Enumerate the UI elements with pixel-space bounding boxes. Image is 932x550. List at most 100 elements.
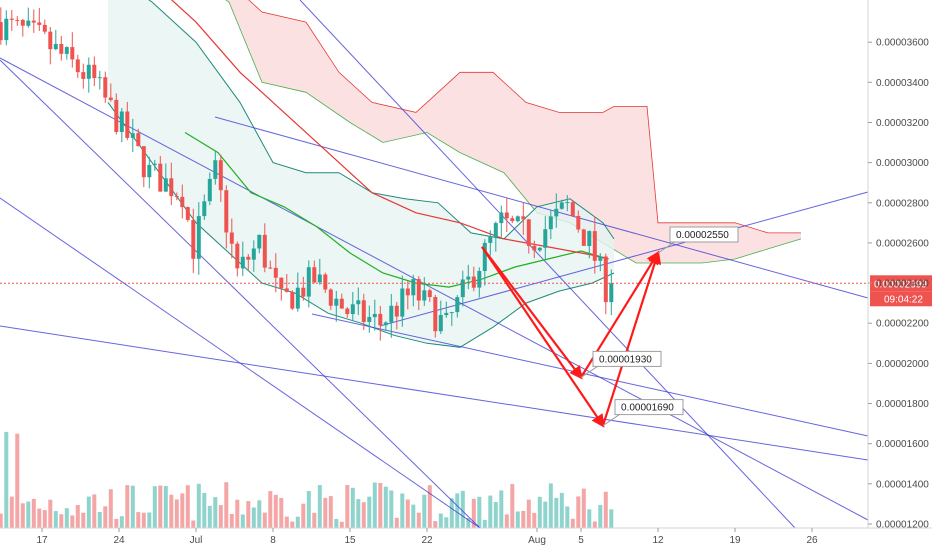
volume-bar — [257, 500, 262, 528]
candle-body — [108, 97, 113, 100]
time-tick-label: 19 — [729, 535, 741, 546]
candle-body — [361, 300, 366, 322]
volume-bar — [26, 501, 31, 528]
candle-body — [521, 216, 526, 220]
callout-label: 0.00001930 — [599, 354, 652, 365]
volume-bar — [515, 511, 520, 528]
candle-body — [389, 305, 394, 323]
volume-bar — [339, 521, 344, 528]
price-tick-label: 0.00002800 — [876, 198, 929, 209]
sma-red — [170, 0, 609, 260]
volume-bar — [466, 518, 471, 528]
candle-body — [81, 72, 86, 79]
candle-body — [466, 276, 471, 280]
candle-body — [191, 219, 196, 259]
candle-body — [163, 178, 168, 192]
price-tick-label: 0.00003000 — [876, 158, 929, 169]
volume-bar — [576, 496, 581, 528]
volume-bar — [20, 503, 25, 528]
volume-bar — [4, 431, 9, 528]
trendline — [379, 191, 869, 327]
volume-bar — [202, 492, 207, 528]
candle-body — [218, 160, 223, 191]
volume-bar — [163, 486, 168, 528]
volume-bar — [609, 509, 614, 528]
volume-bar — [323, 497, 328, 528]
candle-body — [15, 19, 20, 21]
volume-bar — [64, 508, 69, 528]
time-axis[interactable]: 17 24 Jul 8 15 22 Aug 5 12 19 26 — [0, 527, 932, 546]
volume-bar — [97, 512, 102, 528]
volume-bar — [53, 511, 58, 528]
price-tick-label: 0.00002400 — [876, 279, 929, 290]
volume-bar — [548, 483, 553, 528]
volume-bar — [532, 512, 537, 528]
price-tick-label: 0.00003200 — [876, 118, 929, 129]
volume-bar — [389, 490, 394, 528]
volume-bar — [301, 503, 306, 528]
volume-bar — [70, 515, 75, 528]
candle-body — [213, 160, 218, 179]
candle-body — [141, 146, 146, 178]
candle-body — [537, 247, 542, 251]
candle-body — [548, 216, 553, 230]
current-price-label: 0.00002399 — [874, 279, 927, 290]
ichimoku-cloud — [225, 0, 802, 264]
volume-bar — [42, 510, 47, 528]
candle-body — [323, 274, 328, 290]
volume-bars — [0, 431, 614, 528]
price-axis[interactable]: 0.00001200 0.00001400 0.00001600 0.00001800… — [867, 0, 929, 531]
volume-bar — [422, 494, 427, 528]
volume-bar — [141, 512, 146, 528]
volume-bar — [191, 520, 196, 528]
volume-bar — [312, 512, 317, 528]
candle-body — [246, 256, 251, 260]
volume-bar — [378, 483, 383, 528]
volume-bar — [526, 499, 531, 528]
volume-bar — [290, 521, 295, 528]
trendline — [0, 325, 869, 461]
callout-box — [614, 399, 684, 416]
cloud-span-b — [225, 0, 802, 264]
candle-body — [598, 256, 603, 261]
candle-body — [240, 256, 245, 269]
candle-body — [306, 267, 311, 297]
volume-bar — [130, 485, 135, 528]
candle-body — [482, 242, 487, 271]
price-tick-label: 0.00003600 — [876, 38, 929, 49]
volume-bar — [75, 505, 80, 528]
candle-body — [510, 218, 515, 222]
volume-bar — [537, 496, 542, 528]
time-tick-label: 24 — [113, 535, 125, 546]
candle-body — [20, 19, 25, 26]
volume-bar — [504, 514, 509, 528]
candle-body — [383, 322, 388, 326]
trendline — [311, 313, 869, 437]
candle-body — [532, 245, 537, 251]
candle-body — [180, 196, 185, 208]
current-price-tag — [870, 275, 932, 292]
price-tick-label: 0.00002600 — [876, 238, 929, 249]
candle-body — [345, 308, 350, 314]
volume-bar — [125, 485, 130, 528]
candle-body — [257, 234, 262, 249]
bollinger-bands — [107, 0, 615, 348]
candle-body — [554, 208, 559, 217]
candle-body — [394, 305, 399, 317]
candle-body — [70, 47, 75, 60]
volume-bar — [372, 482, 377, 528]
volume-bar — [114, 518, 119, 528]
volume-bar — [15, 433, 20, 528]
callout-label: 0.00002550 — [676, 230, 729, 241]
candle-body — [53, 44, 58, 50]
volume-bar — [92, 494, 97, 528]
volume-bar — [477, 496, 482, 528]
candle-body — [427, 290, 432, 297]
volume-bar — [383, 486, 388, 528]
volume-bar — [559, 492, 564, 528]
candle-body — [103, 77, 108, 98]
volume-bar — [158, 485, 163, 528]
projection-arrow — [481, 246, 605, 428]
candlesticks — [0, 7, 614, 341]
